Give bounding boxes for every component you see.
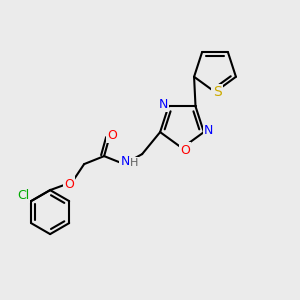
Text: O: O [180,143,190,157]
Text: O: O [107,129,117,142]
Text: Cl: Cl [17,189,29,202]
Text: N: N [204,124,214,136]
Text: S: S [213,85,221,99]
Text: H: H [130,158,138,168]
Text: O: O [64,178,74,190]
Text: N: N [159,98,168,111]
Text: N: N [120,154,130,168]
